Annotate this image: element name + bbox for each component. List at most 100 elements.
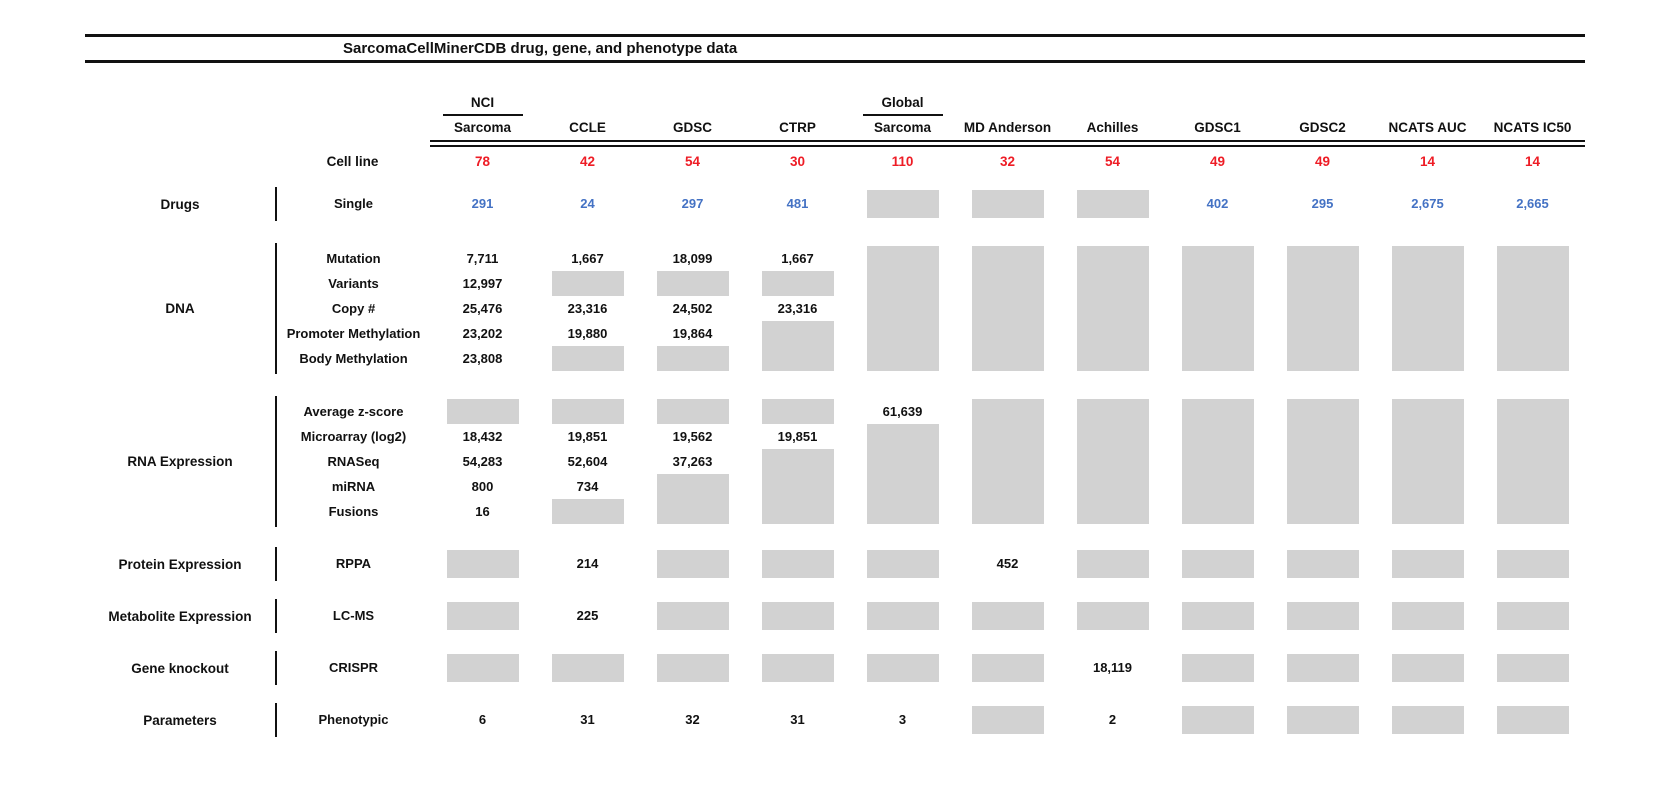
data-cell (640, 654, 745, 682)
data-cell (850, 321, 955, 346)
data-cell: 214 (576, 556, 599, 571)
data-cell: 481 (786, 196, 809, 211)
table-row: RNASeq 54,283 52,604 37,263 (277, 449, 1585, 474)
table-row: Phenotypic 6 31 32 31 3 2 (277, 706, 1585, 734)
column-header-gdsc2: GDSC2 (1270, 118, 1375, 138)
missing-data-block (866, 321, 939, 346)
data-cell (955, 346, 1060, 371)
missing-data-block (1496, 474, 1569, 499)
row-label: Single (333, 196, 373, 211)
column-header-top-label: NCI (442, 93, 523, 118)
cell-line-count: 14 (1419, 154, 1436, 169)
data-cell: 295 (1311, 196, 1334, 211)
data-cell (1060, 346, 1165, 371)
column-header-label: NCATS AUC (1388, 120, 1467, 135)
data-cell (955, 449, 1060, 474)
row-label: LC-MS (332, 608, 375, 623)
data-cell (955, 706, 1060, 734)
data-cell (745, 474, 850, 499)
data-cell (1270, 321, 1375, 346)
data-cell (1165, 602, 1270, 630)
section-body: Average z-score 61,639 Microarray (log2) 18… (275, 396, 1585, 527)
data-cell: 16 (475, 504, 490, 519)
data-cell (1270, 246, 1375, 271)
missing-data-block (761, 654, 834, 682)
data-cell (1270, 424, 1375, 449)
data-cell (1480, 399, 1585, 424)
missing-data-block (1496, 246, 1569, 271)
missing-data-block (1286, 449, 1359, 474)
missing-data-block (971, 449, 1044, 474)
data-cell (1270, 550, 1375, 578)
data-cell: 452 (996, 556, 1019, 571)
data-cell (1165, 424, 1270, 449)
data-cell: 19,851 (777, 429, 818, 444)
missing-data-block (1286, 346, 1359, 371)
data-cell (1375, 706, 1480, 734)
data-cell: 31 (790, 712, 805, 727)
data-cell (955, 321, 1060, 346)
data-cell (955, 399, 1060, 424)
data-cell (1375, 550, 1480, 578)
data-cell (1270, 346, 1375, 371)
data-cell: 19,880 (567, 326, 608, 341)
data-cell (1480, 271, 1585, 296)
missing-data-block (1496, 602, 1569, 630)
missing-data-block (866, 499, 939, 524)
missing-data-block (1286, 399, 1359, 424)
data-cell (430, 654, 535, 682)
data-cell: 7,711 (466, 251, 499, 266)
table-row: Fusions 16 (277, 499, 1585, 524)
cell-line-count: 30 (789, 154, 806, 169)
column-header-gdsc: GDSC (640, 118, 745, 138)
missing-data-block (1496, 271, 1569, 296)
data-cell: 6 (478, 712, 487, 727)
data-cell (1375, 296, 1480, 321)
data-cell (1375, 346, 1480, 371)
missing-data-block (1076, 399, 1149, 424)
missing-data-block (1496, 449, 1569, 474)
missing-data-block (971, 346, 1044, 371)
missing-data-block (446, 550, 519, 578)
missing-data-block (1076, 296, 1149, 321)
data-cell (1480, 602, 1585, 630)
table-row: Single 291 24 297 481 402 295 2,675 2,665 (277, 190, 1585, 218)
missing-data-block (1181, 550, 1254, 578)
missing-data-block (656, 654, 729, 682)
section-body: RPPA 214 452 (275, 547, 1585, 581)
missing-data-block (551, 271, 624, 296)
missing-data-block (1391, 346, 1464, 371)
column-header-label: GDSC (672, 120, 712, 135)
data-cell (640, 399, 745, 424)
section-metabolite-expression: Metabolite Expression LC-MS 225 (85, 599, 1585, 633)
missing-data-block (971, 246, 1044, 271)
data-cell: 225 (576, 608, 599, 623)
missing-data-block (971, 190, 1044, 218)
cell-line-count: 49 (1314, 154, 1331, 169)
data-cell (1480, 550, 1585, 578)
table-row: Copy # 25,476 23,316 24,502 23,316 (277, 296, 1585, 321)
missing-data-block (1181, 424, 1254, 449)
data-cell: 1,667 (781, 251, 814, 266)
missing-data-block (866, 296, 939, 321)
missing-data-block (971, 706, 1044, 734)
missing-data-block (1181, 474, 1254, 499)
column-header-top-text: NCI (442, 93, 523, 116)
missing-data-block (1181, 321, 1254, 346)
data-cell: 19,851 (567, 429, 608, 444)
data-cell (1375, 321, 1480, 346)
missing-data-block (1496, 424, 1569, 449)
data-cell (430, 602, 535, 630)
data-cell (1480, 474, 1585, 499)
missing-data-block (1496, 321, 1569, 346)
data-cell (640, 346, 745, 371)
paper-figure: SarcomaCellMinerCDB drug, gene, and phen… (85, 34, 1585, 737)
data-cell (1165, 474, 1270, 499)
cell-line-count: 42 (579, 154, 596, 169)
row-label: Copy # (331, 301, 376, 316)
missing-data-block (1391, 399, 1464, 424)
data-cell: 61,639 (882, 404, 923, 419)
row-label: miRNA (331, 479, 376, 494)
data-cell (1480, 321, 1585, 346)
column-header-top-label: Global (862, 93, 943, 118)
